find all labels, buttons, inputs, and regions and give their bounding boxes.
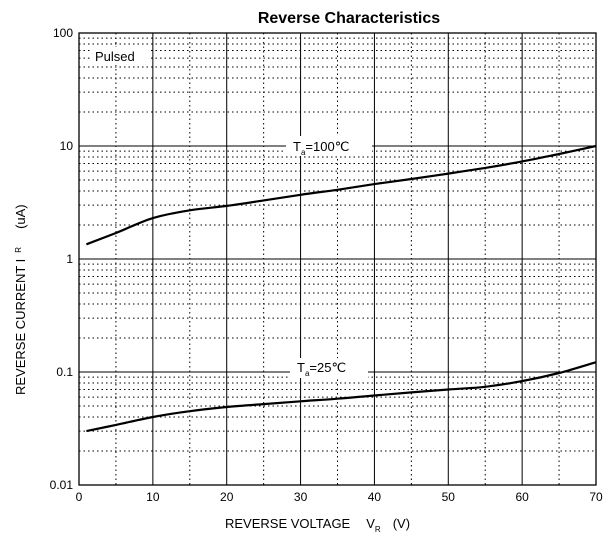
plot-grid [79,33,596,485]
y-tick-label: 100 [53,26,73,40]
x-axis-label: REVERSE VOLTAGE VR (V) [225,516,410,534]
x-tick-label: 30 [294,490,308,504]
pulsed-note: Pulsed [95,49,135,64]
x-tick-label: 60 [515,490,529,504]
chart-title: Reverse Characteristics [258,10,440,27]
y-tick-label: 0.1 [56,365,73,379]
series-label-box-100 [286,136,372,156]
x-tick-label: 40 [368,490,382,504]
y-axis-label: REVERSE CURRENT IR(uA) [13,204,28,395]
pulsed-note-box [90,47,148,65]
y-tick-label: 0.01 [50,478,74,492]
x-tick-labels: 0 10 20 30 40 50 60 70 [76,490,603,504]
x-tick-label: 10 [146,490,160,504]
x-tick-label: 50 [442,490,456,504]
y-tick-label: 10 [60,139,74,153]
x-tick-label: 20 [220,490,234,504]
series-label-box-25 [290,358,368,378]
series-line-ta-25c [86,361,597,433]
series-line-ta-100c [86,144,597,246]
plot-frame [78,32,597,486]
x-tick-label: 70 [589,490,603,504]
data-curves [86,144,597,433]
x-tick-label: 0 [76,490,83,504]
y-tick-labels: 0.01 0.1 1 10 100 [50,26,74,492]
series-label-25c: Ta=25℃ [297,360,346,378]
y-tick-label: 1 [66,252,73,266]
series-label-100c: Ta=100℃ [293,139,349,157]
